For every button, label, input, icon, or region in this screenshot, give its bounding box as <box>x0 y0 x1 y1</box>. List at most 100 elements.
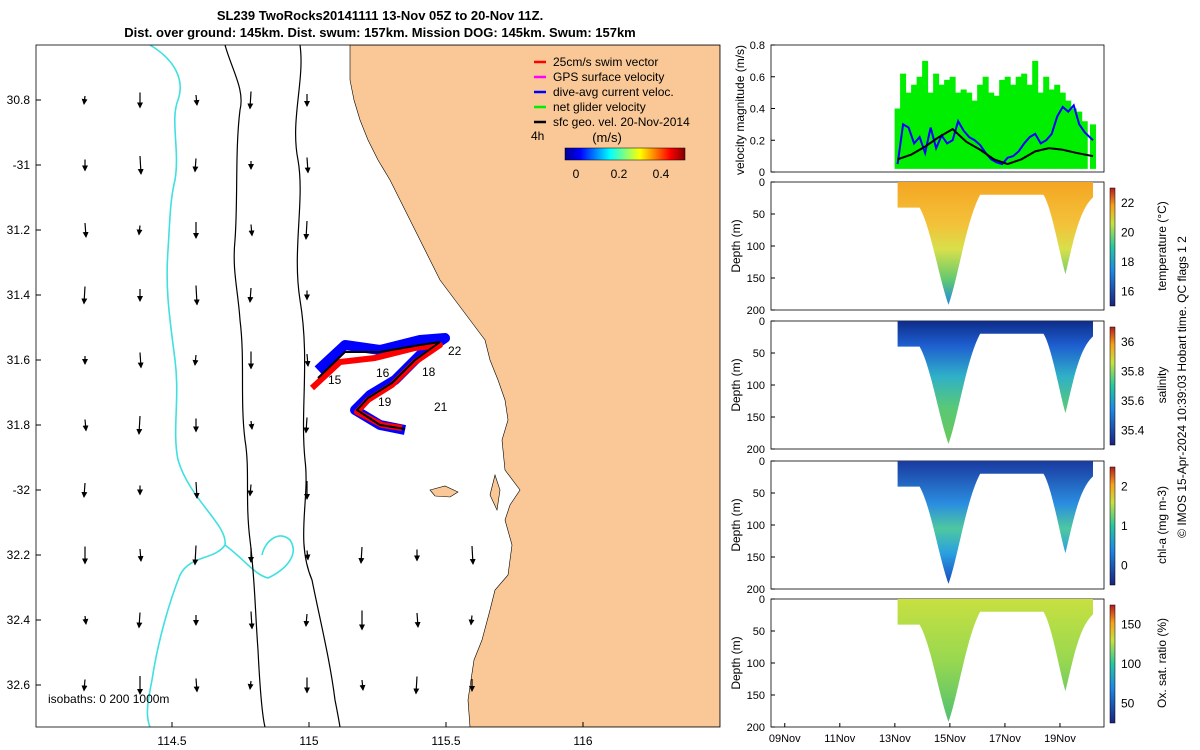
figure-title-line2: Dist. over ground: 145km. Dist. swum: 15… <box>124 25 636 40</box>
geostrophic-arrow <box>248 224 255 237</box>
geostrophic-arrow <box>137 155 144 175</box>
velocity-y-tick-label: 0.2 <box>750 135 765 147</box>
depth-tick-label: 100 <box>747 520 765 532</box>
colorbar-tick-label: 22 <box>1121 196 1135 210</box>
glider-track-black <box>317 341 441 430</box>
geostrophic-arrow <box>81 679 88 692</box>
isobath-0m <box>295 45 341 727</box>
velocity-line-1 <box>896 103 1094 166</box>
lon-tick-label: 115 <box>299 734 318 748</box>
day-label: 21 <box>434 400 448 414</box>
speed-colorbar <box>564 147 686 161</box>
velocity-line-2 <box>897 127 1094 166</box>
geostrophic-arrow <box>304 157 311 174</box>
day-label: 18 <box>422 365 436 379</box>
geostrophic-arrow <box>82 615 89 625</box>
section-colorbar <box>1109 326 1116 446</box>
geostrophic-arrow <box>247 91 254 110</box>
geostrophic-arrow <box>303 613 310 627</box>
lat-tick-label: 31.8 <box>7 418 31 432</box>
geostrophic-arrow <box>193 94 200 106</box>
isobaths-label: isobaths: 0 200 1000m <box>48 692 169 706</box>
lat-tick-label: 31.2 <box>7 223 31 237</box>
velocity-y-ticks: 0 0.2 0.4 0.6 0.8 <box>750 40 775 179</box>
geostrophic-arrow <box>192 354 199 366</box>
day-label: 16 <box>376 366 390 380</box>
section-field <box>897 599 1093 722</box>
time-tick-label: 19Nov <box>1044 733 1076 745</box>
colorbar-tick-label: 20 <box>1121 225 1135 239</box>
depth-tick-label: 150 <box>747 412 765 424</box>
imos-credit: © IMOS 15-Apr-2024 10:39:03 Hobart time.… <box>1175 236 1189 538</box>
section-colorbar <box>1109 466 1116 586</box>
geostrophic-velocity-arrows <box>81 91 476 695</box>
geostrophic-arrow <box>248 611 255 630</box>
depth-tick-label: 200 <box>747 722 765 734</box>
colorbar-tick: 0 <box>573 167 580 181</box>
geostrophic-arrow <box>192 158 199 173</box>
velocity-ylabel: velocity magnitude (m/s) <box>733 45 747 175</box>
geostrophic-arrow <box>137 352 144 369</box>
geostrophic-arrow <box>81 482 88 498</box>
depth-tick-label: 50 <box>753 348 765 360</box>
time-tick-label: 17Nov <box>989 733 1021 745</box>
depth-tick-label: 150 <box>747 690 765 702</box>
section-colorbar <box>1109 604 1116 724</box>
geostrophic-arrow <box>192 545 199 566</box>
isobath-200m <box>224 45 266 727</box>
geostrophic-arrow <box>247 680 254 690</box>
depth-ylabel: Depth (m) <box>729 636 743 689</box>
isobath-200m-shelf <box>224 535 294 579</box>
latitude-axis: 30.8 -31 31.2 31.4 31.6 31.8 -32 32.2 32.4 32.6 <box>7 93 41 692</box>
depth-tick-label: 50 <box>753 488 765 500</box>
geostrophic-arrow <box>193 481 200 499</box>
time-tick-label: 13Nov <box>879 733 911 745</box>
geostrophic-arrow <box>82 222 89 238</box>
velocity-y-tick-label: 0.4 <box>750 104 765 116</box>
time-tick-label: 15Nov <box>934 733 966 745</box>
geostrophic-arrow <box>303 417 310 434</box>
longitude-axis: 114.5 115 115.5 116 <box>157 722 593 748</box>
lat-tick-label: 32.6 <box>7 678 31 692</box>
geostrophic-arrow <box>81 95 88 105</box>
colorbar-label: temperature (°C) <box>1155 201 1169 291</box>
colorbar-tick-label: 100 <box>1121 657 1141 671</box>
depth-tick-label: 150 <box>747 273 765 285</box>
geostrophic-arrow <box>304 353 311 367</box>
colorbar-tick-label: 16 <box>1121 284 1135 298</box>
geostrophic-arrow <box>468 615 475 626</box>
section-panel-temperature: 0 50 100 150 200 Depth (m) 16 18 20 22 temperature… <box>729 177 1169 317</box>
depth-tick-label: 200 <box>747 444 765 456</box>
velocity-panel: 0 0.2 0.4 0.6 0.8 velocity magnitude (m/s) <box>733 40 1105 179</box>
section-colorbar <box>1109 187 1116 307</box>
geostrophic-arrow <box>193 285 200 306</box>
land-mass <box>349 45 720 727</box>
time-tick-label: 09Nov <box>769 733 801 745</box>
colorbar-label: chl-a (mg m-3) <box>1155 486 1169 564</box>
legend-label: 25cm/s swim vector <box>553 55 658 69</box>
map-frame <box>35 44 721 728</box>
depth-ylabel: Depth (m) <box>729 498 743 551</box>
depth-tick-label: 150 <box>747 552 765 564</box>
lag-label: 4h <box>531 129 544 143</box>
geostrophic-arrow <box>247 484 254 497</box>
day-label: 19 <box>378 395 392 409</box>
colorbar-label: Ox. sat. ratio (%) <box>1155 618 1169 708</box>
geostrophic-arrow <box>247 287 254 303</box>
map-panel: 15 16 18 19 21 22 30.8 -31 31.2 31.4 31.6 31.… <box>7 44 721 748</box>
colorbar-tick: 0.2 <box>611 167 628 181</box>
geostrophic-arrow <box>359 679 366 691</box>
depth-tick-label: 0 <box>759 316 765 328</box>
section-panel-salinity: 0 50 100 150 200 Depth (m) 35.4 35.6 35.8 36 salin… <box>729 316 1169 456</box>
colorbar-tick-label: 35.6 <box>1121 394 1145 408</box>
geostrophic-arrow <box>469 545 476 565</box>
geostrophic-arrow <box>303 220 310 240</box>
depth-tick-label: 50 <box>753 626 765 638</box>
geostrophic-arrow <box>193 678 200 693</box>
geostrophic-arrow <box>414 612 421 628</box>
lat-tick-label: 30.8 <box>7 93 31 107</box>
depth-tick-label: 100 <box>747 241 765 253</box>
day-labels: 15 16 18 19 21 22 <box>328 344 462 414</box>
